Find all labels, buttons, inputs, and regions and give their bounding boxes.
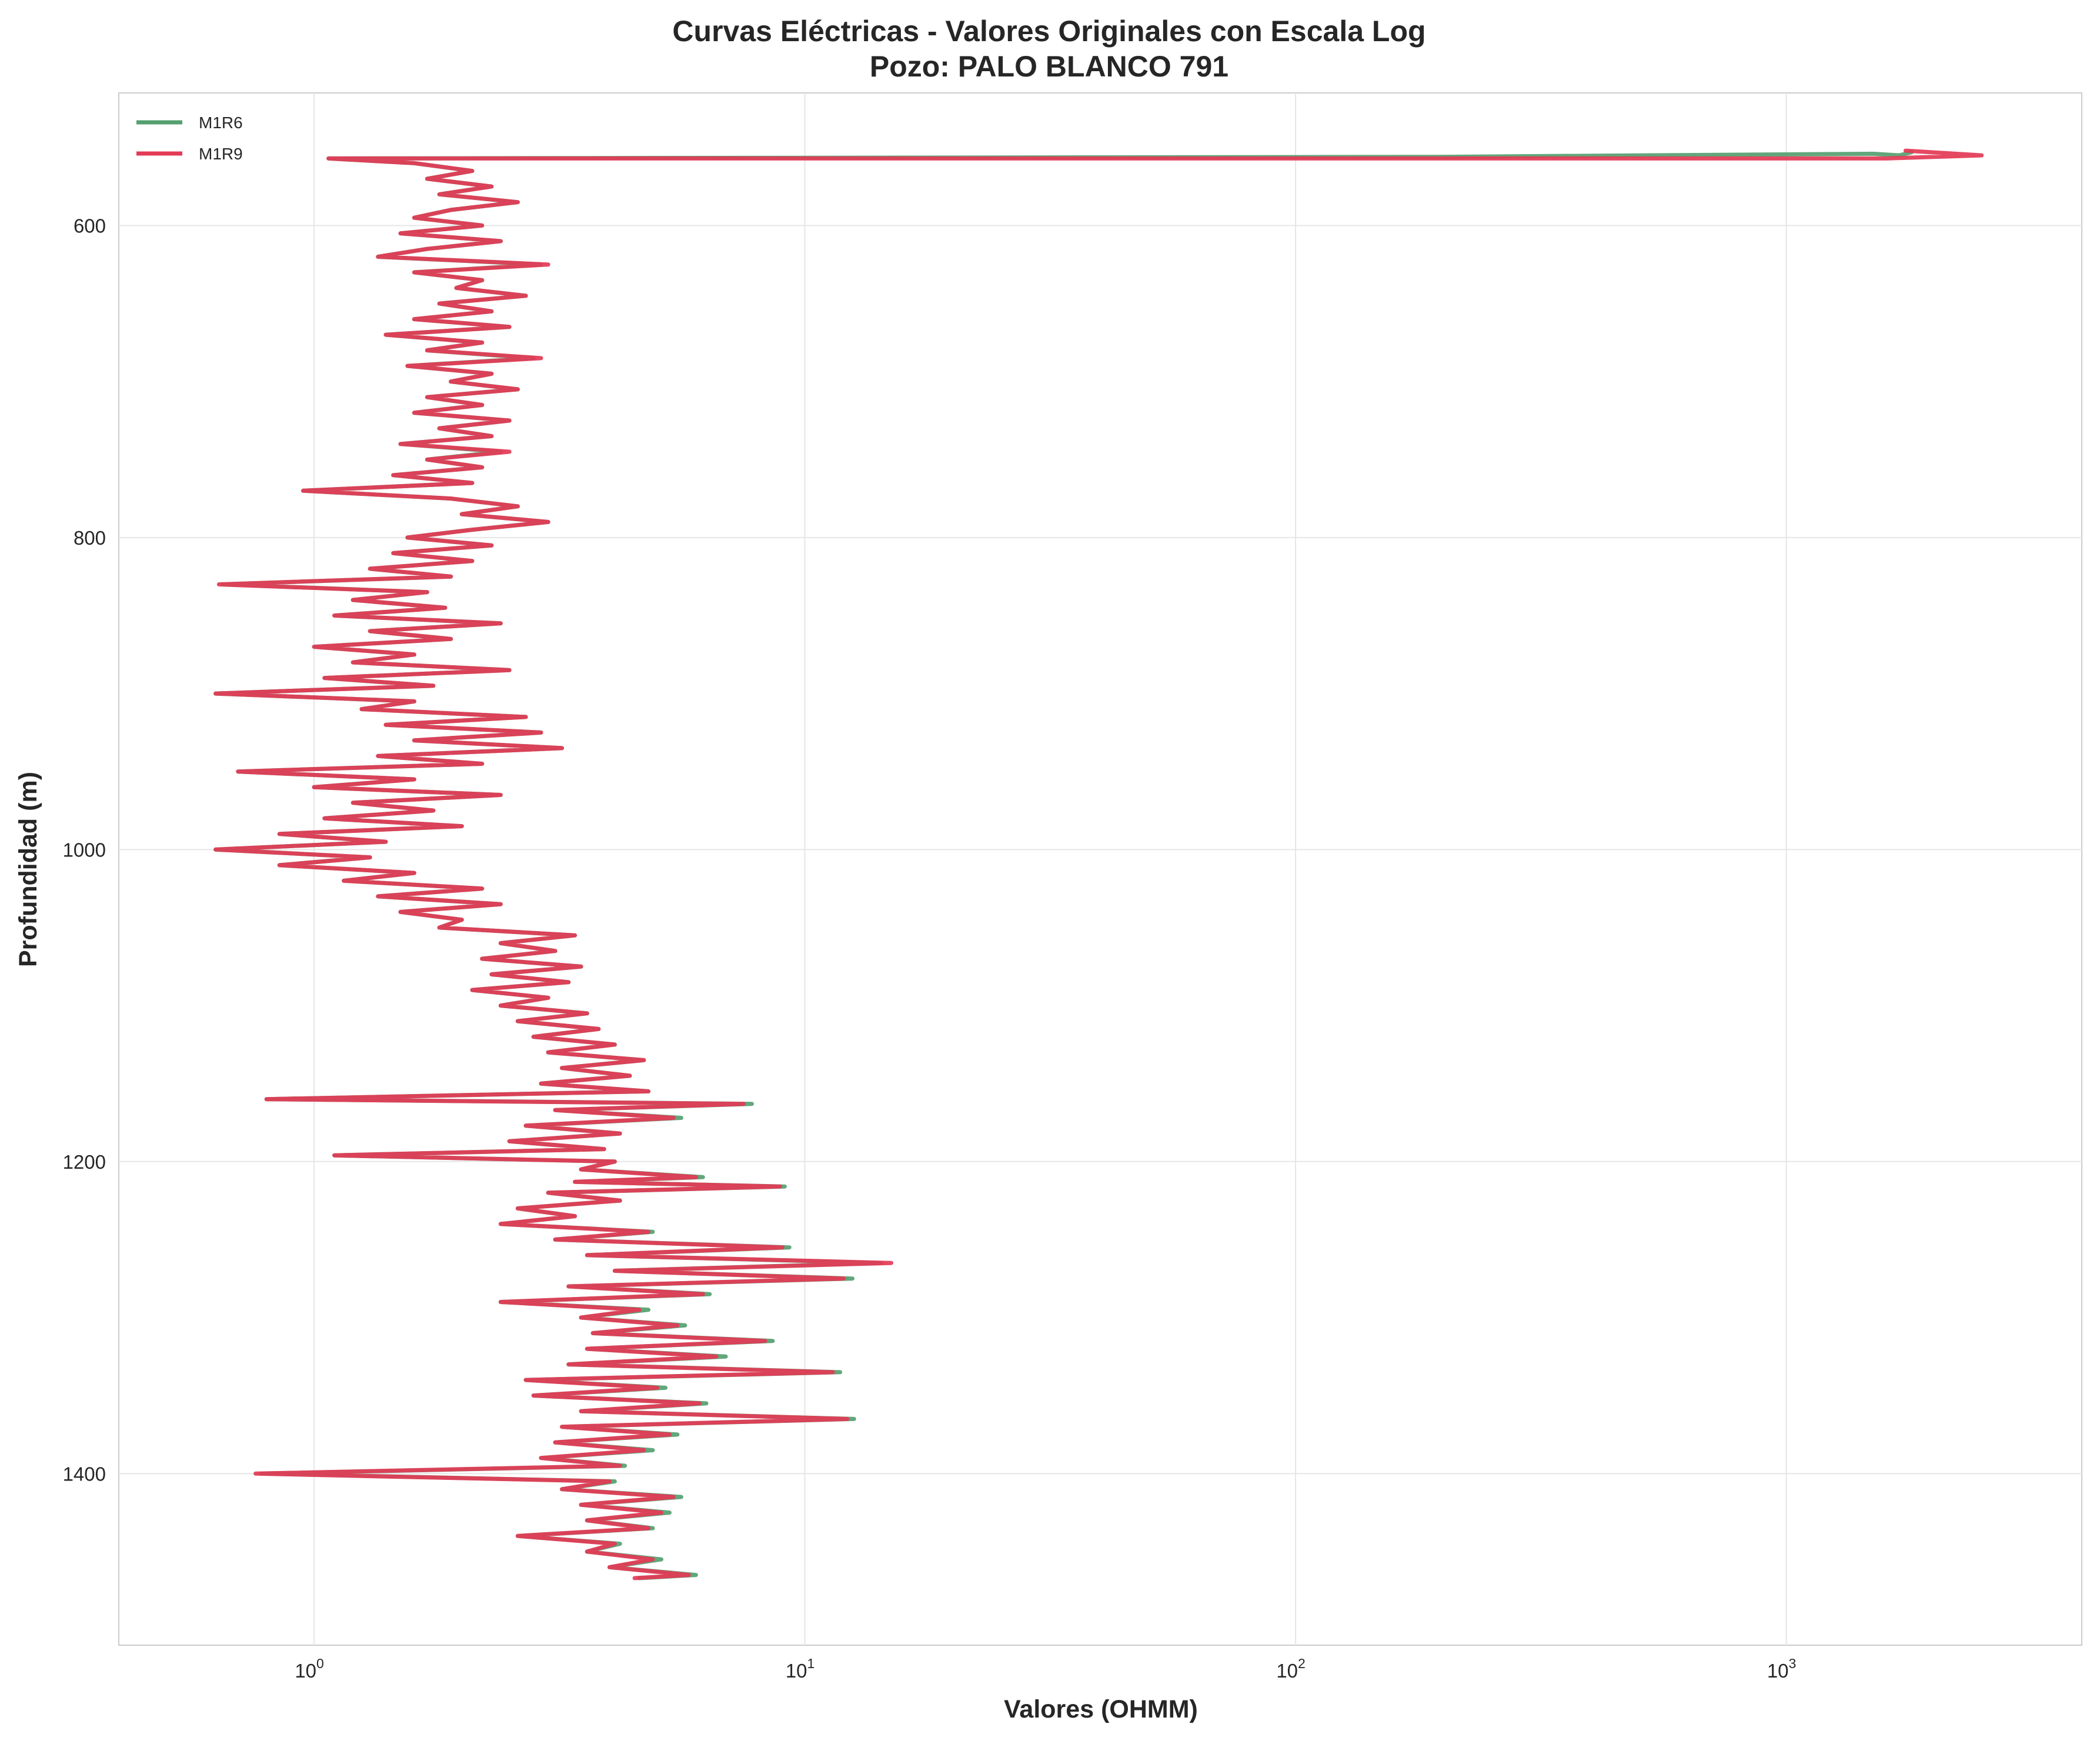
series-layer <box>213 148 1984 1580</box>
y-tick-label: 1200 <box>63 1151 106 1173</box>
x-tick-label: 102 <box>1276 1656 1306 1682</box>
legend-label-m1r6: M1R6 <box>199 114 243 132</box>
legend-label-m1r9: M1R9 <box>199 145 243 163</box>
x-ticks: 100 101 102 103 <box>295 1656 1796 1682</box>
y-tick-label: 1400 <box>63 1463 106 1485</box>
y-tick-label: 800 <box>74 527 106 549</box>
x-tick-label: 103 <box>1767 1656 1797 1682</box>
x-tick-label: 100 <box>295 1656 324 1682</box>
chart-title: Curvas Eléctricas - Valores Originales c… <box>672 15 1425 48</box>
x-axis-label: Valores (OHMM) <box>1004 1695 1198 1723</box>
chart-subtitle: Pozo: PALO BLANCO 791 <box>870 50 1228 83</box>
legend: M1R6 M1R9 <box>136 114 243 163</box>
grid <box>119 93 2082 1645</box>
y-tick-label: 1000 <box>63 839 106 861</box>
plot-area: 100 101 102 103 600 800 1000 1200 1400 <box>63 92 2082 1682</box>
y-tick-label: 600 <box>74 215 106 236</box>
series-line-m1r9 <box>213 148 1984 1580</box>
y-axis-label: Profundidad (m) <box>14 772 42 967</box>
y-ticks: 600 800 1000 1200 1400 <box>63 215 106 1485</box>
plot-frame <box>118 92 2082 1646</box>
x-tick-label: 101 <box>786 1656 815 1682</box>
